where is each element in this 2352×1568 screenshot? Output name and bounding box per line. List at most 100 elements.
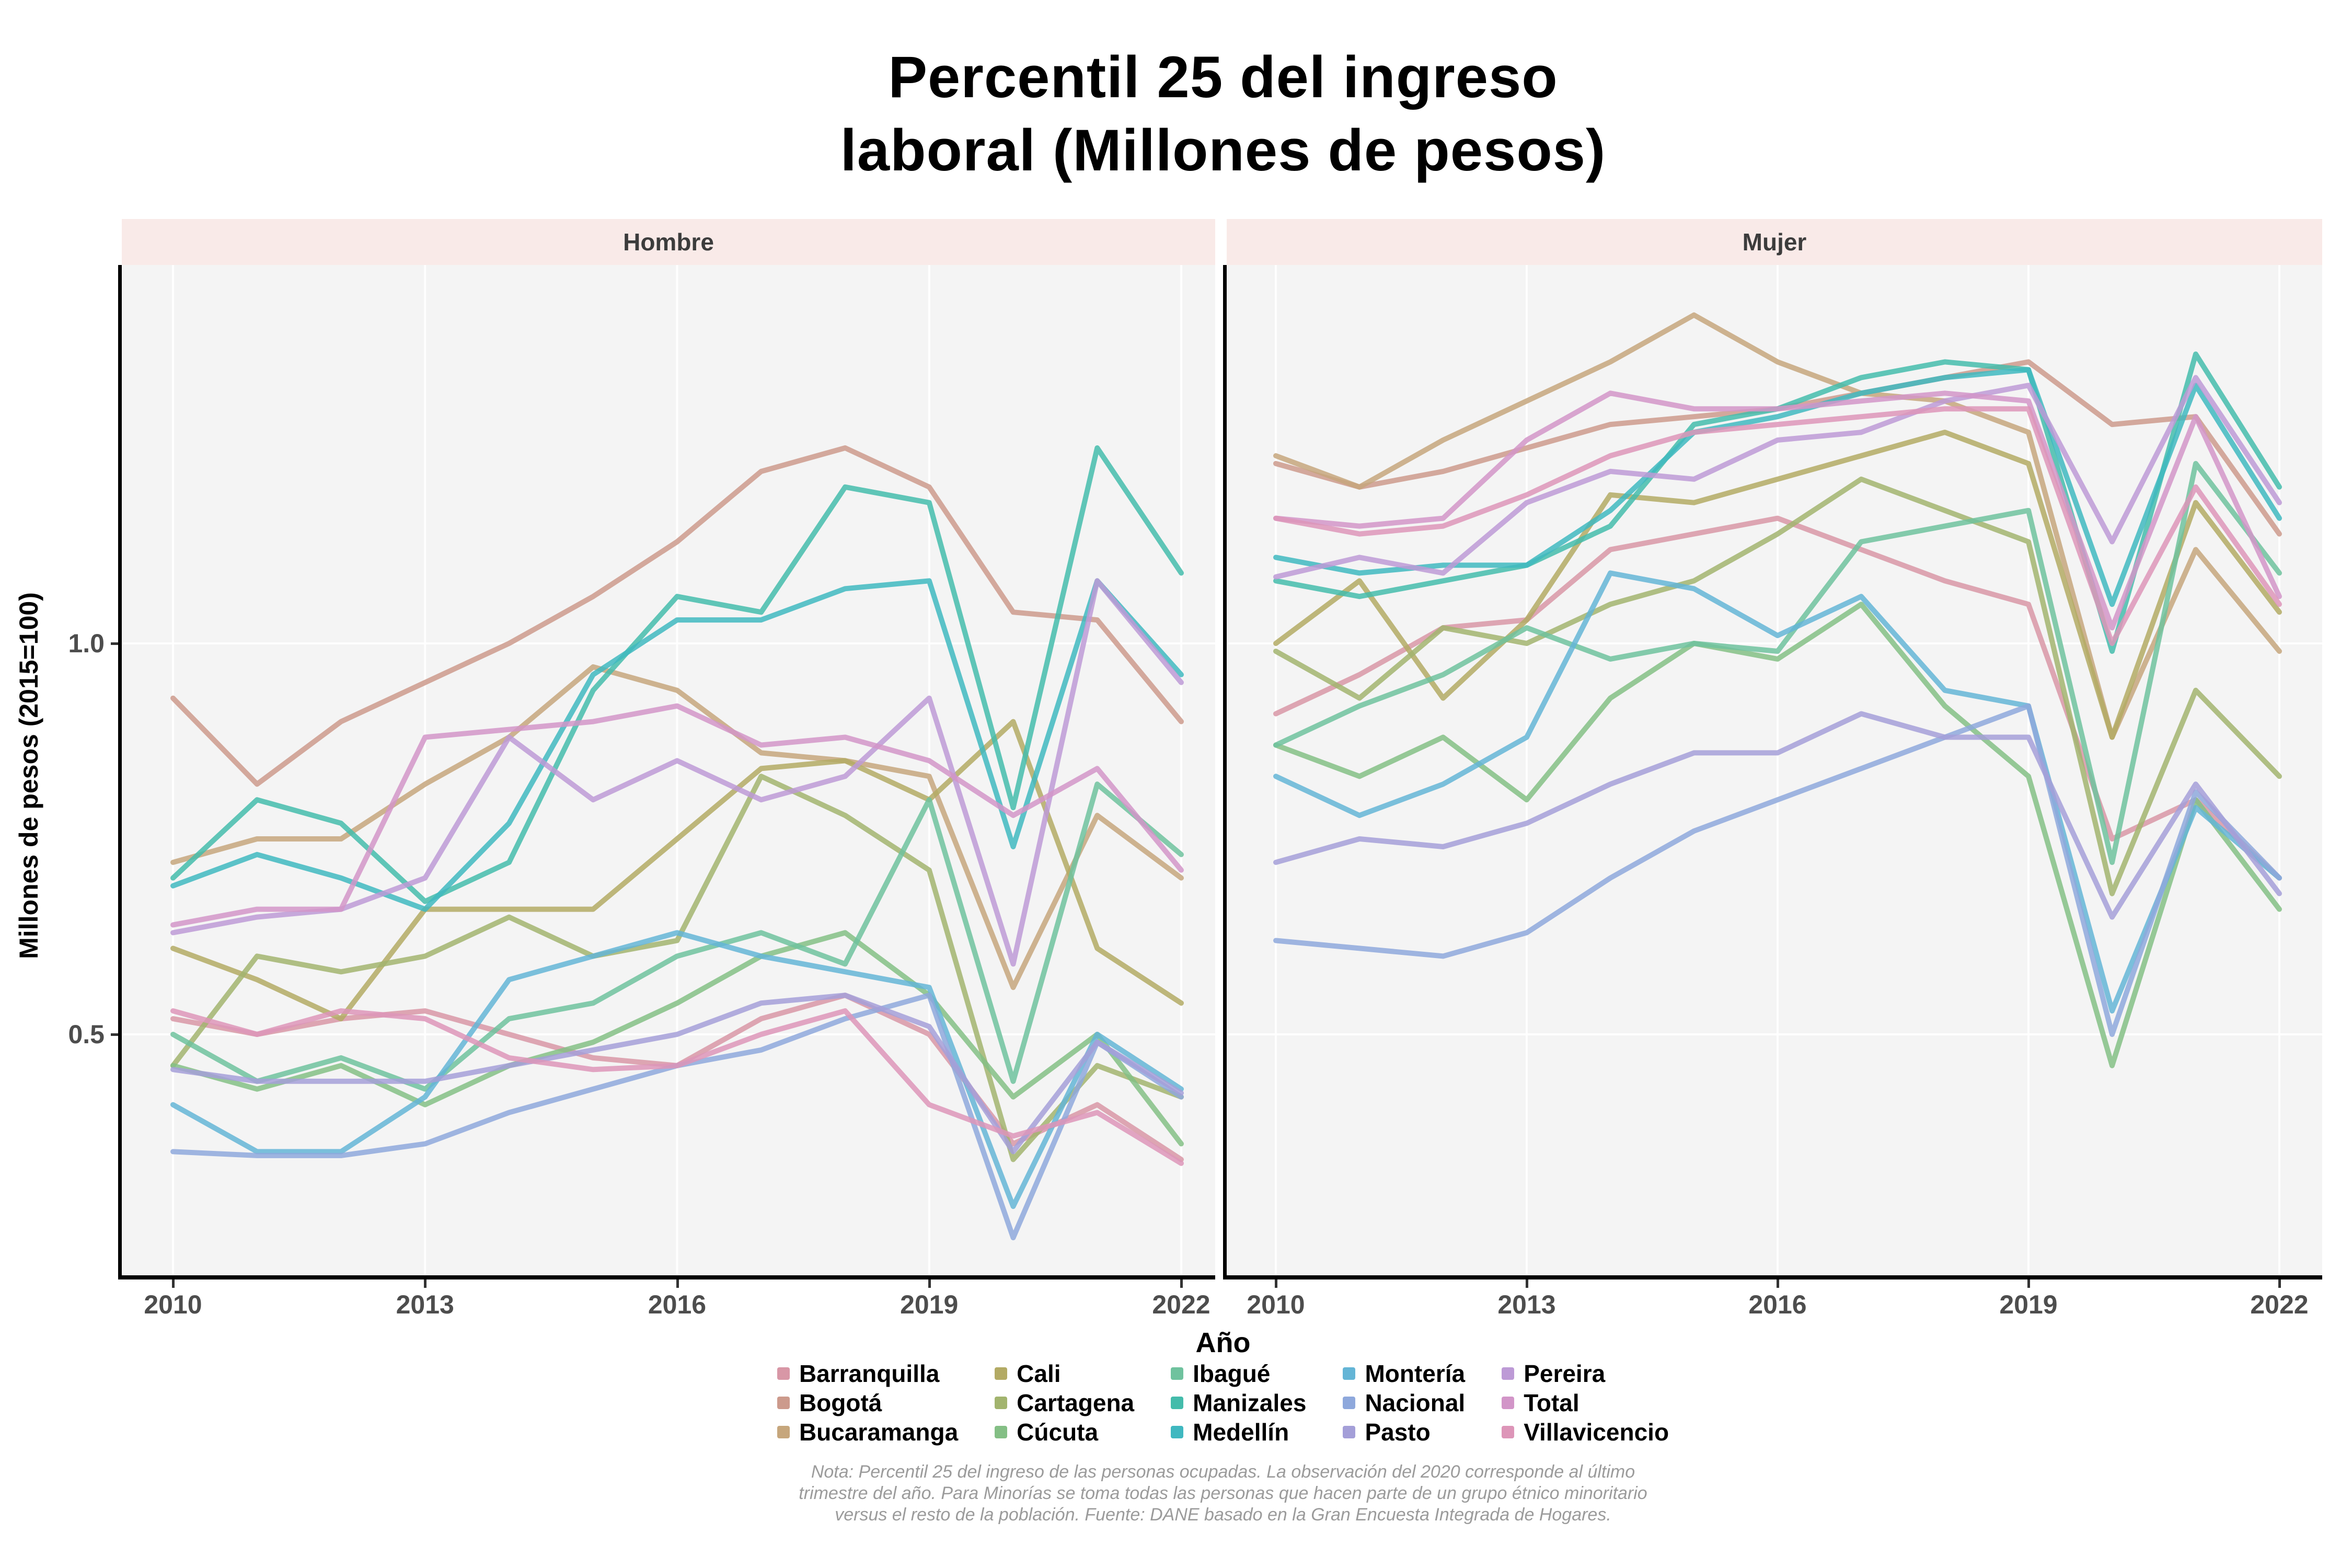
- line-Mujer-Medellín: [1273, 367, 2282, 607]
- line-Mujer-Cali: [1273, 430, 2282, 740]
- legend-key-icon: [1343, 1426, 1356, 1438]
- x-tick-mark-Mujer-2016: [1777, 1279, 1779, 1288]
- x-tick-mark-Hombre-2016: [676, 1279, 679, 1288]
- line-Mujer-Pasto: [1273, 711, 2282, 920]
- legend-item-Medellín: Medellín: [1171, 1418, 1306, 1446]
- x-tick-label-Hombre-2013: 2013: [396, 1290, 454, 1319]
- panel-mujer: [1227, 265, 2322, 1275]
- x-tick-label-Hombre-2019: 2019: [900, 1290, 959, 1319]
- x-axis-line-hombre: [118, 1275, 1215, 1279]
- line-Hombre-Ibagué: [170, 781, 1184, 1092]
- legend-item-Bucaramanga: Bucaramanga: [777, 1418, 958, 1446]
- legend-item-Montería: Montería: [1343, 1359, 1465, 1388]
- x-tick-mark-Mujer-2019: [2027, 1279, 2030, 1288]
- legend-key-icon: [1502, 1426, 1515, 1438]
- line-Mujer-Cúcuta: [1273, 602, 2282, 1068]
- x-tick-label-Mujer-2010: 2010: [1247, 1290, 1305, 1319]
- line-Mujer-Total: [1273, 390, 2282, 631]
- legend-item-Ibagué: Ibagué: [1171, 1359, 1306, 1388]
- legend-key-icon: [995, 1397, 1008, 1409]
- x-tick-mark-Mujer-2022: [2278, 1279, 2281, 1288]
- legend-label: Bucaramanga: [799, 1419, 959, 1446]
- line-Mujer-Montería: [1273, 570, 2282, 1014]
- line-Hombre-Manizales: [170, 445, 1184, 904]
- x-tick-label-Mujer-2019: 2019: [1999, 1290, 2058, 1319]
- facet-strip-mujer: Mujer: [1227, 219, 2322, 265]
- x-tick-mark-Mujer-2010: [1275, 1279, 1277, 1288]
- line-Hombre-Pasto: [170, 993, 1184, 1155]
- y-tick-mark-0.5: [111, 1033, 118, 1036]
- legend-label: Bogotá: [799, 1389, 882, 1416]
- legend-label: Cúcuta: [1017, 1419, 1099, 1446]
- legend-label: Pasto: [1365, 1419, 1431, 1446]
- x-tick-mark-Hombre-2010: [172, 1279, 175, 1288]
- line-Mujer-Nacional: [1273, 703, 2282, 1037]
- legend-key-icon: [995, 1367, 1008, 1380]
- legend-label: Medellín: [1193, 1419, 1289, 1446]
- x-tick-label-Hombre-2010: 2010: [144, 1290, 202, 1319]
- facet-strip-hombre: Hombre: [122, 219, 1215, 265]
- legend-key-icon: [1343, 1397, 1356, 1409]
- line-Hombre-Medellín: [170, 578, 1184, 912]
- line-Mujer-Cartagena: [1273, 476, 2282, 896]
- chart-title-line2: laboral (Millones de pesos): [840, 118, 1606, 183]
- line-Hombre-Total: [170, 703, 1184, 928]
- legend-label: Total: [1524, 1389, 1579, 1416]
- x-tick-label-Hombre-2016: 2016: [648, 1290, 707, 1319]
- legend-item-Barranquilla: Barranquilla: [777, 1359, 958, 1388]
- legend-key-icon: [995, 1426, 1008, 1438]
- legend-key-icon: [777, 1367, 790, 1380]
- legend-item-Manizales: Manizales: [1171, 1389, 1306, 1417]
- y-axis-line-mujer: [1223, 265, 1227, 1279]
- chart-title: Percentil 25 del ingreso laboral (Millon…: [125, 41, 2321, 187]
- x-tick-label-Hombre-2022: 2022: [1152, 1290, 1210, 1319]
- line-Hombre-Bogotá: [170, 445, 1184, 787]
- legend-item-Villavicencio: Villavicencio: [1502, 1418, 1669, 1446]
- y-tick-mark-1.0: [111, 642, 118, 645]
- x-tick-mark-Mujer-2013: [1526, 1279, 1528, 1288]
- legend-label: Villavicencio: [1524, 1419, 1669, 1446]
- legend-label: Montería: [1365, 1360, 1466, 1387]
- x-tick-label-Mujer-2016: 2016: [1748, 1290, 1807, 1319]
- legend-label: Cali: [1017, 1360, 1061, 1387]
- legend-label: Manizales: [1193, 1389, 1307, 1416]
- y-tick-label-0.5: 0.5: [68, 1020, 105, 1049]
- legend-item-Cartagena: Cartagena: [995, 1389, 1134, 1417]
- panel-mujer-plot: [1227, 265, 2322, 1275]
- chart-title-line1: Percentil 25 del ingreso: [888, 44, 1558, 110]
- legend-label: Nacional: [1365, 1389, 1466, 1416]
- x-tick-label-Mujer-2022: 2022: [2250, 1290, 2309, 1319]
- legend-item-Cúcuta: Cúcuta: [995, 1418, 1134, 1446]
- legend-key-icon: [777, 1426, 790, 1438]
- line-Hombre-Bucaramanga: [170, 664, 1184, 990]
- line-Mujer-Villavicencio: [1273, 406, 2282, 646]
- legend-item-Pereira: Pereira: [1502, 1359, 1669, 1388]
- panel-hombre: [122, 265, 1215, 1275]
- facet-strip-label-hombre: Hombre: [623, 228, 714, 256]
- legend-label: Barranquilla: [799, 1360, 940, 1387]
- footnote: Nota: Percentil 25 del ingreso de las pe…: [125, 1461, 2321, 1526]
- legend: Barranquilla Bogotá Bucaramanga Cali Cartage…: [125, 1359, 2321, 1447]
- legend-key-icon: [777, 1397, 790, 1409]
- x-tick-mark-Hombre-2019: [928, 1279, 931, 1288]
- x-tick-label-Mujer-2013: 2013: [1497, 1290, 1556, 1319]
- line-Hombre-Villavicencio: [170, 1008, 1184, 1166]
- line-Mujer-Ibagué: [1273, 460, 2282, 865]
- x-axis-title: Año: [1195, 1327, 1251, 1358]
- legend-item-Cali: Cali: [995, 1359, 1134, 1388]
- facet-strip-label-mujer: Mujer: [1742, 228, 1807, 256]
- x-tick-mark-Hombre-2013: [424, 1279, 427, 1288]
- legend-key-icon: [1171, 1426, 1184, 1438]
- legend-key-icon: [1171, 1367, 1184, 1380]
- legend-key-icon: [1171, 1397, 1184, 1409]
- panel-hombre-plot: [122, 265, 1215, 1275]
- footnote-text: Nota: Percentil 25 del ingreso de las pe…: [799, 1462, 1647, 1525]
- line-Hombre-Cartagena: [170, 774, 1184, 1162]
- line-Mujer-Pereira: [1273, 375, 2282, 580]
- y-axis-line-hombre: [118, 265, 122, 1279]
- legend-item-Total: Total: [1502, 1389, 1669, 1417]
- legend-item-Bogotá: Bogotá: [777, 1389, 958, 1417]
- x-axis-line-mujer: [1223, 1275, 2322, 1279]
- line-Hombre-Montería: [170, 930, 1184, 1209]
